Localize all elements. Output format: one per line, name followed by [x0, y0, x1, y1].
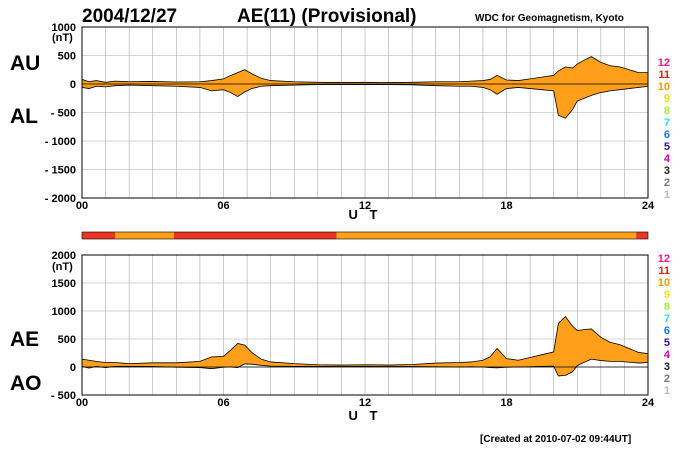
- legend-level-9: 9: [664, 93, 670, 105]
- y-tick-label: 2000: [52, 250, 76, 262]
- y-tick-label: 0: [70, 79, 76, 91]
- x-tick-label: 00: [76, 200, 88, 212]
- legend-level-2: 2: [664, 373, 670, 385]
- legend-level-3: 3: [664, 361, 670, 373]
- activity-segment: [173, 232, 337, 239]
- legend-level-4: 4: [664, 153, 671, 165]
- ae-ao-x-ticks: 00 06 12 18 24: [76, 397, 655, 409]
- ae-ao-y-ticks: 2000 1500 1000 500 0 - 500: [51, 250, 76, 402]
- au-al-frame: [81, 26, 649, 199]
- ae-label: AE: [10, 328, 39, 351]
- legend-level-9: 9: [664, 289, 670, 301]
- x-tick-label: 06: [217, 200, 229, 212]
- source-label: WDC for Geomagnetism, Kyoto: [475, 13, 624, 24]
- x-tick-label: 12: [359, 200, 371, 212]
- activity-bar-frame: [81, 231, 649, 240]
- legend-level-10: 10: [658, 277, 670, 289]
- activity-segment: [636, 232, 648, 239]
- ae-ao-frame: [81, 254, 649, 396]
- x-tick-label: 24: [642, 397, 655, 409]
- legend-level-11: 11: [658, 69, 670, 81]
- legend-level-12: 12: [658, 57, 670, 69]
- au-al-y-unit: (nT): [52, 32, 73, 44]
- x-tick-label: 06: [217, 397, 229, 409]
- legend-level-5: 5: [664, 337, 670, 349]
- legend-level-5: 5: [664, 141, 670, 153]
- date-label: 2004/12/27: [82, 6, 177, 27]
- activity-segment: [336, 232, 637, 239]
- legend-level-7: 7: [664, 313, 670, 325]
- legend-level-12: 12: [658, 253, 670, 265]
- ao-label: AO: [10, 372, 42, 395]
- y-tick-label: 500: [58, 51, 76, 63]
- y-tick-label: 1500: [52, 278, 76, 290]
- y-tick-label: 0: [70, 362, 76, 374]
- x-tick-label: 18: [500, 200, 512, 212]
- legend-level-1: 1: [664, 189, 670, 201]
- y-tick-label: 500: [58, 334, 76, 346]
- x-tick-label: 18: [500, 397, 512, 409]
- activity-segment: [115, 232, 174, 239]
- legend-level-3: 3: [664, 165, 670, 177]
- legend-level-8: 8: [664, 105, 670, 117]
- plot-title: AE(11) (Provisional): [237, 6, 417, 27]
- y-tick-label: 1000: [52, 306, 76, 318]
- legend-level-6: 6: [664, 129, 670, 141]
- x-tick-label: 24: [642, 200, 655, 212]
- created-timestamp: [Created at 2010-07-02 09:44UT]: [480, 434, 631, 445]
- legend-level-6: 6: [664, 325, 670, 337]
- al-label: AL: [10, 105, 38, 128]
- au-al-y-ticks: 1000 500 0 - 500 - 1000 - 1500 - 2000: [45, 22, 76, 205]
- legend-level-7: 7: [664, 117, 670, 129]
- x-tick-label: 00: [76, 397, 88, 409]
- ae-ao-y-unit: (nT): [52, 261, 73, 273]
- au-al-x-axis-label: U T: [349, 207, 382, 222]
- legend-level-1: 1: [664, 385, 670, 397]
- y-tick-label: - 500: [51, 108, 76, 120]
- y-tick-label: - 2000: [45, 193, 76, 205]
- y-tick-label: - 1000: [45, 136, 76, 148]
- legend-level-2: 2: [664, 177, 670, 189]
- x-tick-label: 12: [359, 397, 371, 409]
- activity-segment: [82, 232, 116, 239]
- legend-level-4: 4: [664, 349, 671, 361]
- legend-level-8: 8: [664, 301, 670, 313]
- legend-level-11: 11: [658, 265, 670, 277]
- au-label: AU: [10, 52, 40, 75]
- legend-level-10: 10: [658, 81, 670, 93]
- y-tick-label: - 1500: [45, 165, 76, 177]
- activity-level-bar: [81, 231, 649, 240]
- ae-ao-x-axis-label: U T: [349, 408, 382, 423]
- au-al-x-ticks: 00 06 12 18 24: [76, 200, 655, 212]
- y-tick-label: 1000: [52, 22, 76, 34]
- y-tick-label: - 500: [51, 390, 76, 402]
